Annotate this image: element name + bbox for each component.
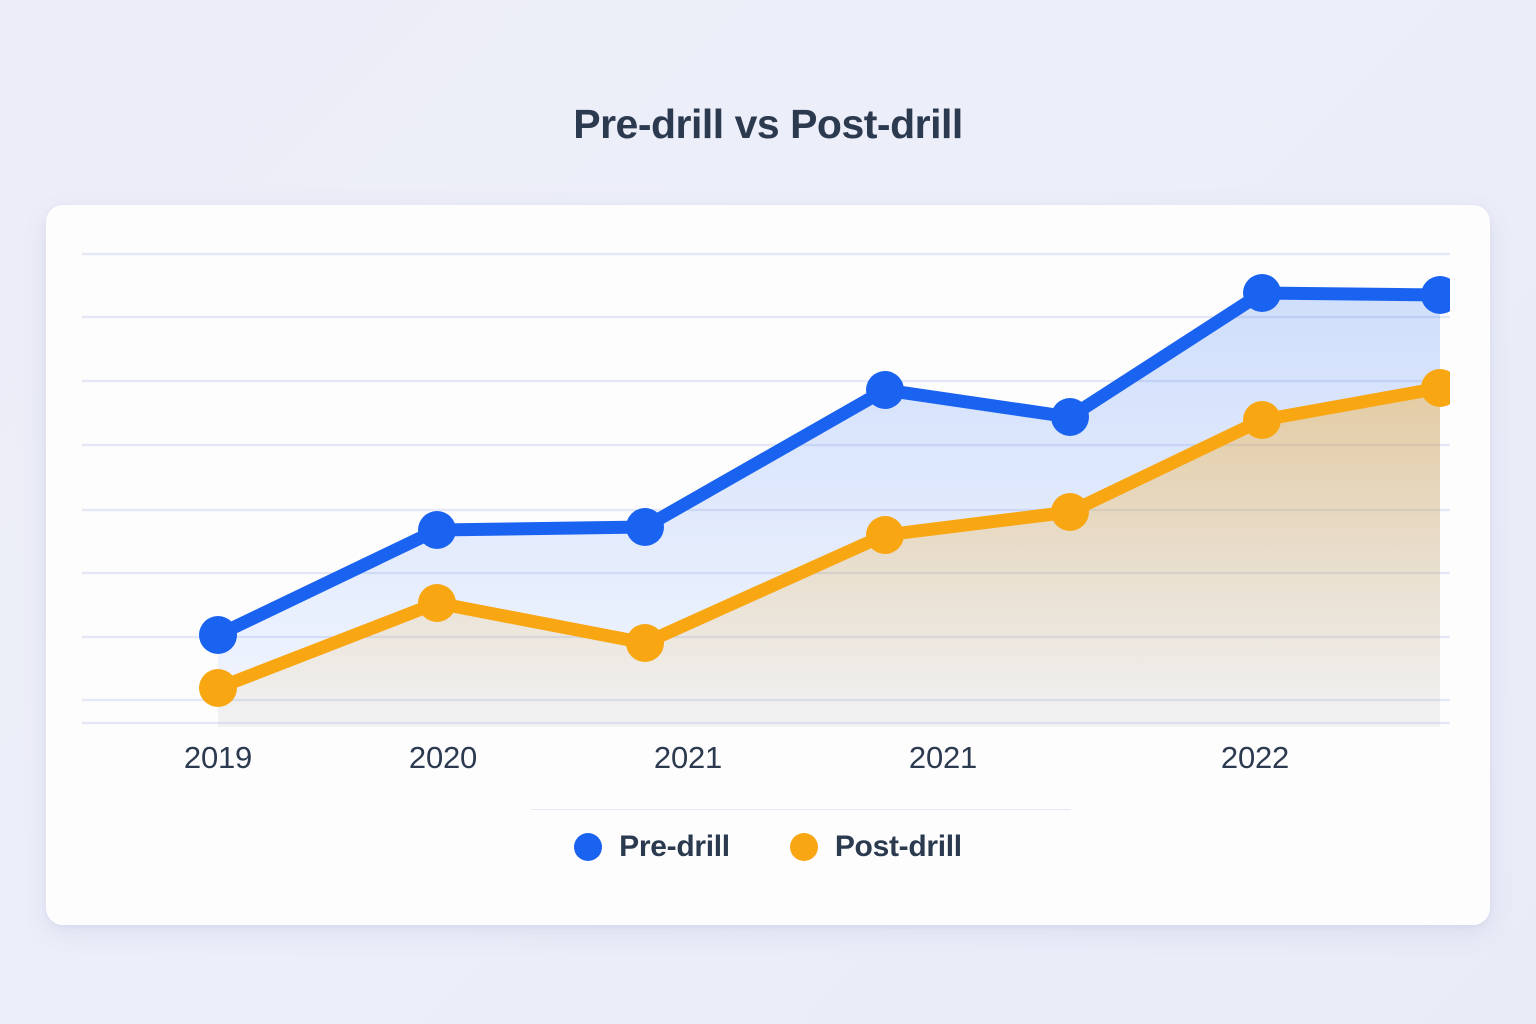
circle-dot-icon (789, 833, 818, 861)
x-axis-labels: 2019 2020 2021 2021 2022 (46, 740, 1490, 790)
legend-label-post-drill: Post-drill (834, 830, 962, 863)
line-chart-svg (82, 252, 1450, 727)
x-axis-tick-1: 2020 (408, 740, 478, 775)
markers-post-drill (199, 369, 1450, 707)
chart-legend: Pre-drill Post-drill (46, 830, 1490, 864)
legend-item-post-drill[interactable]: Post-drill (789, 830, 962, 864)
area-fill-post-drill (218, 388, 1440, 727)
page-title: Pre-drill vs Post-drill (573, 101, 963, 147)
chart-card: 2019 2020 2021 2021 2022 Pre-drill Post-… (46, 205, 1490, 925)
x-axis-tick-3: 2021 (908, 740, 978, 775)
legend-label-pre-drill: Pre-drill (619, 830, 730, 863)
legend-divider (531, 809, 1071, 810)
circle-dot-icon (574, 833, 603, 861)
x-axis-tick-2: 2021 (653, 740, 723, 775)
x-axis-tick-0: 2019 (183, 740, 253, 775)
plot-area (82, 223, 1450, 727)
x-axis-tick-4: 2022 (1220, 740, 1290, 775)
markers-pre-drill (199, 274, 1450, 654)
legend-item-pre-drill[interactable]: Pre-drill (574, 830, 730, 864)
